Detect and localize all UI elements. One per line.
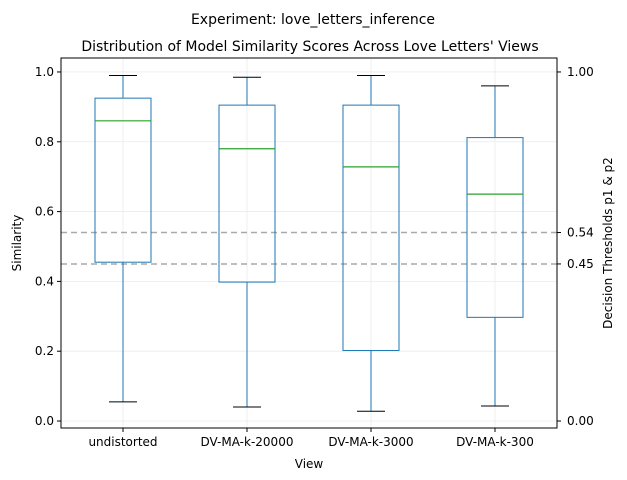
y-tick-label: 0.4 [35,274,54,288]
box-iqr [466,137,524,318]
box-iqr [94,97,152,263]
box-DV-MA-k-3000 [342,74,400,412]
y-tick-label: 0.6 [35,205,54,219]
x-tick-label: undistorted [88,435,157,449]
chart-title: Distribution of Model Similarity Scores … [81,39,538,55]
y-right-tick-label: 0.00 [567,414,594,428]
y-axis-label: Similarity [10,215,24,272]
chart-suptitle: Experiment: love_letters_inference [191,12,435,28]
y-right-tick-label: 1.00 [567,65,594,79]
box-iqr [342,104,400,352]
grid [61,58,557,428]
y-right-tick-label: 0.54 [567,226,594,240]
box-undistorted [94,74,152,403]
x-tick-label: DV-MA-k-3000 [328,435,413,449]
y-axis-left: 0.0 0.2 0.4 0.6 0.8 1.0 [35,65,61,428]
plot-frame [60,57,558,429]
x-tick-label: DV-MA-k-20000 [201,435,294,449]
x-tick-label: DV-MA-k-300 [456,435,534,449]
y-axis-right-label: Decision Thresholds p1 & p2 [601,157,615,329]
box-iqr [218,104,276,283]
y-tick-label: 1.0 [35,65,54,79]
box-DV-MA-k-300 [466,85,524,407]
x-axis: undistorted DV-MA-k-20000 DV-MA-k-3000 DV-M… [88,428,534,449]
box-plots [94,74,524,412]
threshold-lines [61,231,557,265]
y-tick-label: 0.0 [35,414,54,428]
y-tick-label: 0.8 [35,135,54,149]
y-tick-label: 0.2 [35,344,54,358]
y-right-tick-label: 0.45 [567,257,594,271]
box-DV-MA-k-20000 [218,76,276,408]
y-axis-right: 0.00 0.45 0.54 1.00 [557,65,594,428]
x-axis-label: View [295,457,324,471]
